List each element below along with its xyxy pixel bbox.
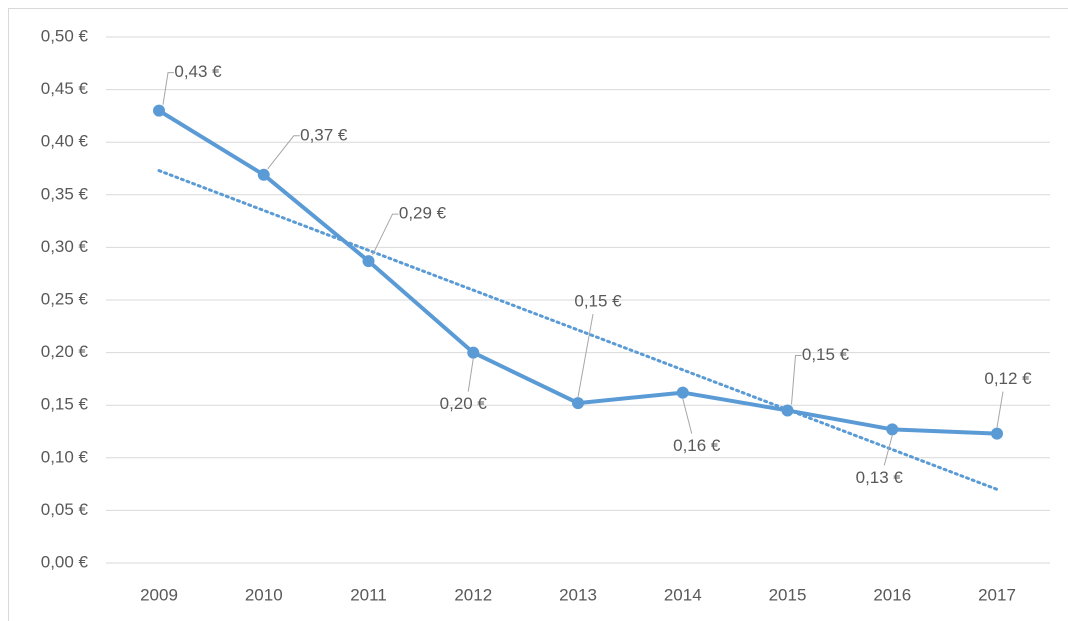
data-point [991,427,1003,440]
data-point [153,104,165,117]
data-label: 0,43 € [174,62,222,81]
data-point [886,423,899,436]
leader-line [162,72,174,105]
data-point [676,386,689,399]
x-tick-label: 2013 [559,585,597,604]
data-label: 0,16 € [673,436,721,455]
y-tick-label: 0,30 € [41,237,89,256]
x-tick-label: 2014 [664,585,702,604]
y-tick-label: 0,00 € [41,552,89,571]
x-tick-label: 2009 [140,585,178,604]
data-point [257,168,270,181]
x-tick-label: 2011 [350,585,387,604]
data-label: 0,20 € [440,394,488,413]
leader-line [883,435,893,466]
y-tick-label: 0,15 € [41,395,89,414]
chart-frame [8,8,1068,621]
data-label: 0,15 € [802,345,850,364]
leader-line [267,135,300,170]
leader-line [577,314,594,398]
trendline [157,169,999,491]
leader-line [996,391,1004,428]
y-tick-label: 0,05 € [41,500,89,519]
data-label: 0,12 € [984,369,1032,388]
data-point [781,404,794,417]
leader-line [791,354,802,405]
leader-line [467,358,474,392]
data-point [467,346,480,359]
y-tick-label: 0,20 € [41,342,89,361]
x-tick-label: 2010 [245,585,283,604]
y-tick-label: 0,45 € [41,79,89,98]
data-label: 0,13 € [856,468,904,487]
x-tick-label: 2016 [873,585,911,604]
y-tick-label: 0,35 € [41,184,89,203]
series-line [157,108,998,436]
y-tick-label: 0,50 € [41,26,89,45]
y-tick-label: 0,10 € [41,447,89,466]
x-tick-label: 2015 [769,585,807,604]
data-label: 0,37 € [300,125,348,144]
leader-line [682,398,693,434]
y-tick-label: 0,40 € [41,132,89,151]
x-tick-label: 2017 [978,585,1016,604]
leader-line [372,213,399,256]
data-point [572,397,584,410]
data-label: 0,15 € [574,292,622,311]
y-tick-label: 0,25 € [41,289,89,308]
data-point [362,255,375,268]
data-label: 0,29 € [399,204,447,223]
x-tick-label: 2012 [454,585,492,604]
